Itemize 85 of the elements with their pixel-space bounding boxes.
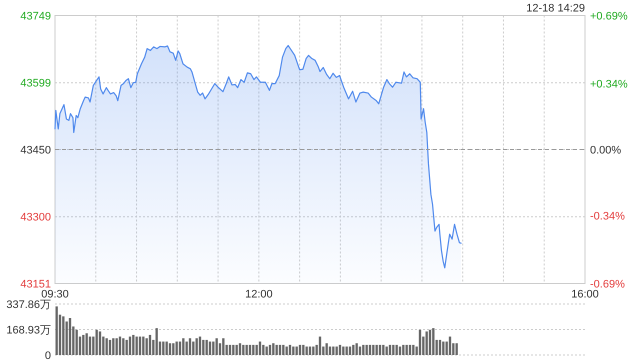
- bar: [172, 343, 174, 355]
- bar: [276, 344, 278, 355]
- bar: [392, 344, 394, 355]
- bar: [62, 316, 64, 355]
- y2-tick-label: +0.69%: [590, 10, 628, 22]
- bar: [336, 346, 338, 355]
- bar: [196, 338, 198, 355]
- bar: [432, 328, 434, 355]
- bar: [232, 344, 234, 355]
- bar: [356, 343, 358, 355]
- y-tick-label: 43599: [20, 78, 51, 90]
- bar: [326, 343, 328, 355]
- bar: [162, 342, 164, 355]
- bar: [386, 346, 388, 355]
- bar: [292, 346, 294, 355]
- bar: [112, 338, 114, 355]
- bar: [126, 340, 128, 355]
- text: 12-18 14:29: [526, 2, 585, 14]
- y-tick-label: 43450: [20, 144, 51, 156]
- bar: [176, 342, 178, 355]
- bar: [266, 346, 268, 355]
- bar: [256, 344, 258, 355]
- bar: [272, 343, 274, 355]
- bar: [302, 344, 304, 355]
- x-tick-label: 16:00: [571, 288, 599, 300]
- y2-tick-label: +0.34%: [590, 78, 628, 90]
- bar: [206, 340, 208, 355]
- x-tick-label: 09:30: [41, 288, 69, 300]
- bar: [136, 336, 138, 355]
- bar: [246, 344, 248, 355]
- y2-tick-label: 0.00%: [590, 144, 622, 156]
- bar: [166, 342, 168, 355]
- y-tick-label: 0: [44, 350, 51, 360]
- bar: [242, 344, 244, 355]
- bar: [222, 338, 224, 355]
- bar: [182, 338, 184, 355]
- bar: [212, 342, 214, 355]
- bar: [216, 338, 218, 355]
- bar: [396, 344, 398, 355]
- bar: [366, 344, 368, 355]
- bar: [346, 346, 348, 355]
- y-tick-label: 168.93万: [6, 324, 51, 336]
- bar: [296, 346, 298, 355]
- bar: [56, 306, 58, 355]
- bar: [186, 342, 188, 355]
- bar: [82, 334, 84, 355]
- bar: [306, 346, 308, 355]
- bar: [282, 344, 284, 355]
- bar: [342, 346, 344, 355]
- x-tick-label: 12:00: [245, 288, 273, 300]
- bar: [456, 343, 458, 355]
- bar: [406, 344, 408, 355]
- bar: [402, 344, 404, 355]
- bar: [312, 346, 314, 355]
- bar: [372, 344, 374, 355]
- bar: [262, 344, 264, 355]
- bar: [192, 342, 194, 355]
- bar: [332, 346, 334, 355]
- bar: [116, 338, 118, 355]
- y-tick-label: 337.86万: [6, 299, 51, 311]
- bar: [96, 330, 98, 355]
- bar: [352, 344, 354, 355]
- y2-tick-label: -0.34%: [590, 210, 626, 223]
- y-tick-label: 43300: [20, 212, 51, 224]
- bar: [426, 331, 428, 355]
- bar: [146, 338, 148, 355]
- bar: [76, 330, 78, 355]
- bar: [442, 342, 444, 355]
- bar: [156, 328, 158, 355]
- bar: [382, 344, 384, 355]
- bar: [132, 334, 134, 355]
- y2-tick-label: -0.69%: [590, 278, 626, 290]
- bar: [236, 344, 238, 355]
- y-tick-label: 43749: [20, 10, 51, 22]
- bar: [142, 336, 144, 355]
- bar: [252, 344, 254, 355]
- bar: [286, 346, 288, 355]
- bar: [412, 344, 414, 355]
- bar: [202, 340, 204, 355]
- bar: [362, 344, 364, 355]
- bar: [86, 333, 88, 355]
- bar: [106, 338, 108, 355]
- bar: [376, 344, 378, 355]
- y-tick-label: 43151: [20, 278, 51, 290]
- bar: [122, 338, 124, 355]
